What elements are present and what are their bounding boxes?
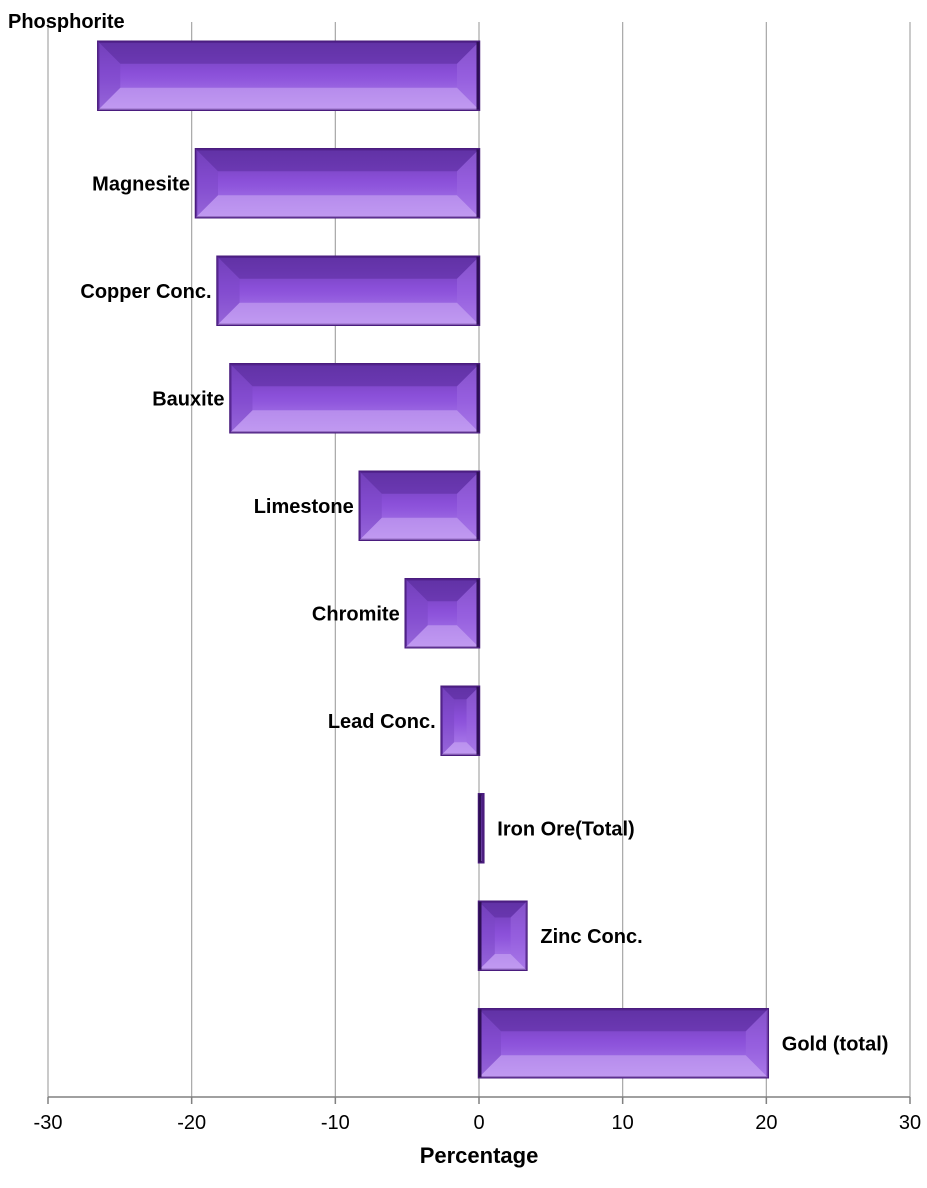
bar (477, 793, 485, 864)
category-label: Gold (total) (782, 1033, 889, 1055)
bar (477, 1008, 770, 1079)
category-label: Magnesite (92, 173, 190, 195)
bar-bevel-left (217, 256, 240, 325)
bar-bevel-top (479, 901, 527, 918)
x-axis (47, 1096, 911, 1104)
bar-bevel-top (479, 1009, 768, 1032)
bar-bevel-top (98, 41, 480, 64)
bar-bevel-right (466, 686, 479, 755)
bar-bevel-right (510, 901, 527, 970)
x-tick-label: -20 (177, 1112, 206, 1134)
bar-bevel-left (479, 1009, 501, 1078)
x-tick-labels: -30 -20 -10 0 10 20 30 (34, 1112, 922, 1134)
bar-bevel-top (195, 149, 479, 172)
bar (229, 363, 481, 434)
bar-bevel-top (230, 364, 479, 387)
bar-bevel-left (98, 41, 121, 110)
bar-bevel-top (217, 256, 479, 279)
bar (97, 40, 481, 111)
bar-bevel-right (457, 579, 479, 648)
bar-bevel-bottom (195, 195, 479, 218)
category-label: Bauxite (152, 388, 224, 410)
bar (477, 900, 528, 971)
bar-bevel-right (457, 149, 479, 218)
category-label: Zinc Conc. (540, 926, 642, 948)
bar-bevel-bottom (98, 87, 480, 110)
bar-bevel-left (441, 686, 455, 755)
bar-bevel-left (230, 364, 253, 433)
bar-bevel-right (457, 471, 479, 540)
category-label: Lead Conc. (328, 711, 436, 733)
x-tick-label: -30 (34, 1112, 63, 1134)
bar (216, 255, 481, 326)
bar-bevel-bottom (230, 410, 479, 433)
x-tick-label: 0 (473, 1112, 484, 1134)
bar-bevel-left (479, 901, 495, 970)
bar (404, 578, 481, 649)
bar-bevel-right (457, 364, 479, 433)
bar-bevel-right (457, 256, 479, 325)
bar-bevel-top (359, 471, 479, 494)
bar-bevel-bottom (359, 517, 479, 540)
bar-bevel-left (195, 149, 218, 218)
bar (358, 470, 481, 541)
bar-bevel-bottom (217, 302, 479, 325)
x-tick-label: 20 (755, 1112, 777, 1134)
x-tick-label: -10 (321, 1112, 350, 1134)
bar-bevel-bottom (479, 953, 527, 970)
x-tick-label: 30 (899, 1112, 921, 1134)
category-label: Chromite (312, 603, 400, 625)
bar-bevel-bottom (405, 625, 479, 648)
category-label: Iron Ore(Total) (497, 818, 634, 840)
bar (194, 148, 481, 219)
category-label: Limestone (254, 496, 354, 518)
bar (440, 685, 481, 756)
bar-bevel-right (457, 41, 479, 110)
bars (97, 40, 770, 1079)
bar-bevel-top (405, 579, 479, 602)
bar-bevel-bottom (479, 1055, 768, 1078)
category-label: Copper Conc. (80, 281, 211, 303)
bar-bevel-left (359, 471, 382, 540)
category-labels: Phosphorite Magnesite Copper Conc. Bauxite L… (8, 11, 888, 1056)
bar-bevel-right (745, 1009, 768, 1078)
bar-bevel-left (405, 579, 428, 648)
category-label: Phosphorite (8, 11, 125, 33)
x-axis-title: Percentage (420, 1143, 539, 1168)
x-tick-label: 10 (612, 1112, 634, 1134)
